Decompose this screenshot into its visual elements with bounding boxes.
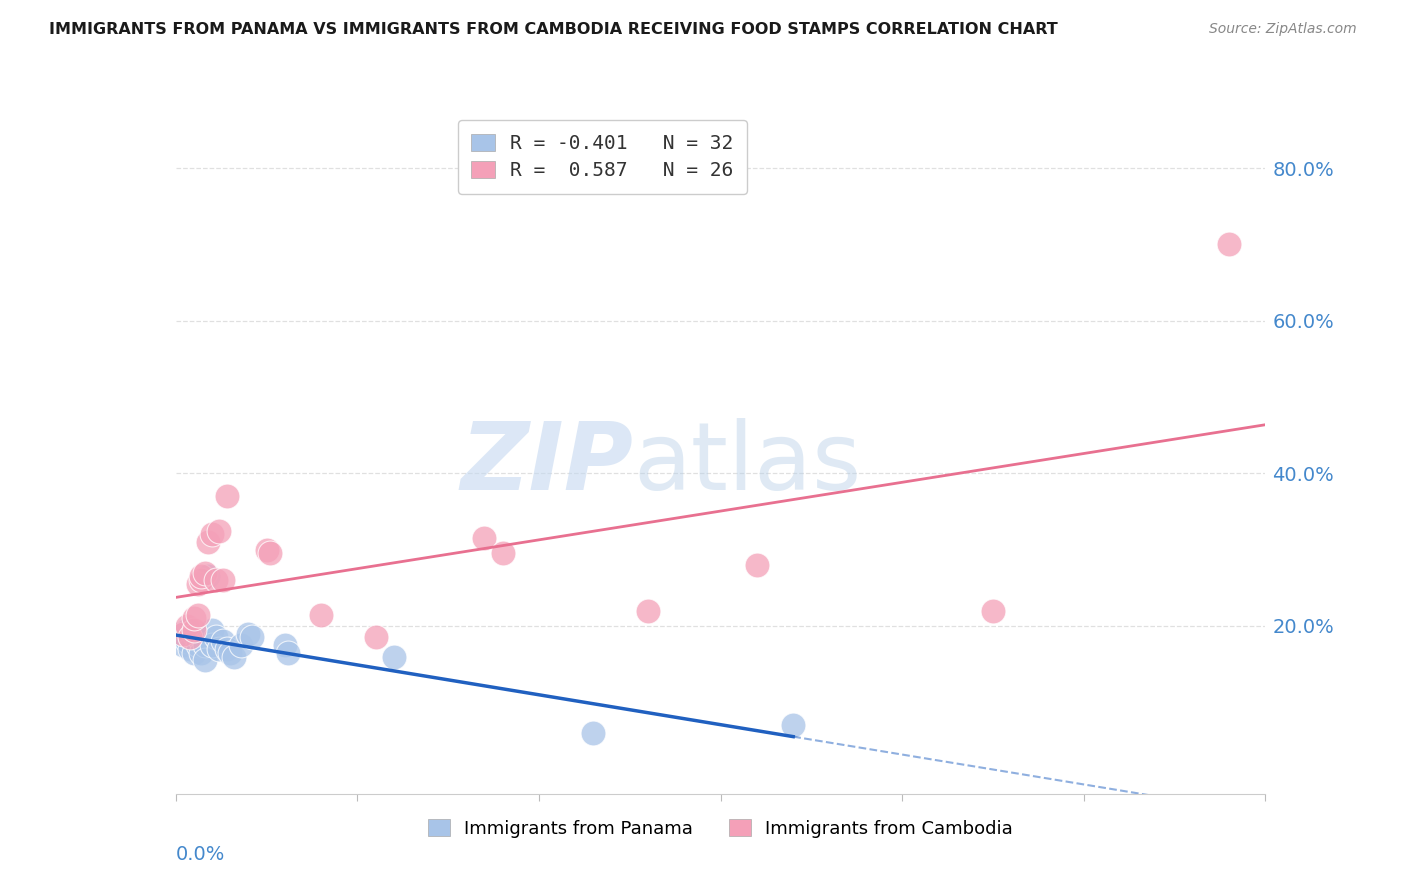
Point [183, 623, 205, 637]
Point [259, 546, 281, 561]
Point [212, 634, 235, 648]
Point [183, 611, 205, 625]
Point [197, 569, 219, 583]
Point [172, 638, 194, 652]
Point [176, 634, 198, 648]
Point [637, 604, 659, 618]
Point [186, 638, 209, 652]
Point [364, 631, 387, 645]
Point [201, 623, 224, 637]
Point [782, 718, 804, 732]
Point [190, 573, 212, 587]
Point [172, 626, 194, 640]
Legend: Immigrants from Panama, Immigrants from Cambodia: Immigrants from Panama, Immigrants from … [419, 810, 1022, 847]
Point [215, 641, 238, 656]
Point [197, 535, 219, 549]
Text: atlas: atlas [633, 418, 862, 510]
Point [274, 638, 297, 652]
Point [176, 623, 198, 637]
Point [745, 558, 768, 572]
Point [231, 638, 253, 652]
Point [179, 641, 201, 656]
Point [309, 607, 332, 622]
Point [238, 626, 260, 640]
Point [186, 577, 209, 591]
Point [172, 631, 194, 645]
Point [179, 631, 201, 645]
Point [222, 649, 245, 664]
Text: IMMIGRANTS FROM PANAMA VS IMMIGRANTS FROM CAMBODIA RECEIVING FOOD STAMPS CORRELA: IMMIGRANTS FROM PANAMA VS IMMIGRANTS FRO… [49, 22, 1057, 37]
Point [208, 524, 231, 538]
Point [219, 646, 242, 660]
Point [194, 638, 217, 652]
Point [382, 649, 405, 664]
Text: ZIP: ZIP [461, 418, 633, 510]
Point [277, 646, 299, 660]
Point [981, 604, 1004, 618]
Point [240, 631, 263, 645]
Point [186, 607, 209, 622]
Point [215, 489, 238, 503]
Point [190, 646, 212, 660]
Point [186, 631, 209, 645]
Text: Source: ZipAtlas.com: Source: ZipAtlas.com [1209, 22, 1357, 37]
Point [582, 726, 605, 740]
Point [176, 619, 198, 633]
Point [201, 527, 224, 541]
Point [183, 646, 205, 660]
Point [194, 566, 217, 580]
Point [204, 573, 226, 587]
Point [1218, 237, 1240, 252]
Point [201, 638, 224, 652]
Text: 0.0%: 0.0% [176, 846, 225, 864]
Point [179, 631, 201, 645]
Point [183, 626, 205, 640]
Point [190, 634, 212, 648]
Point [204, 631, 226, 645]
Point [190, 569, 212, 583]
Point [212, 573, 235, 587]
Point [194, 653, 217, 667]
Point [474, 531, 496, 545]
Point [256, 542, 278, 557]
Point [492, 546, 515, 561]
Point [169, 626, 191, 640]
Point [208, 641, 231, 656]
